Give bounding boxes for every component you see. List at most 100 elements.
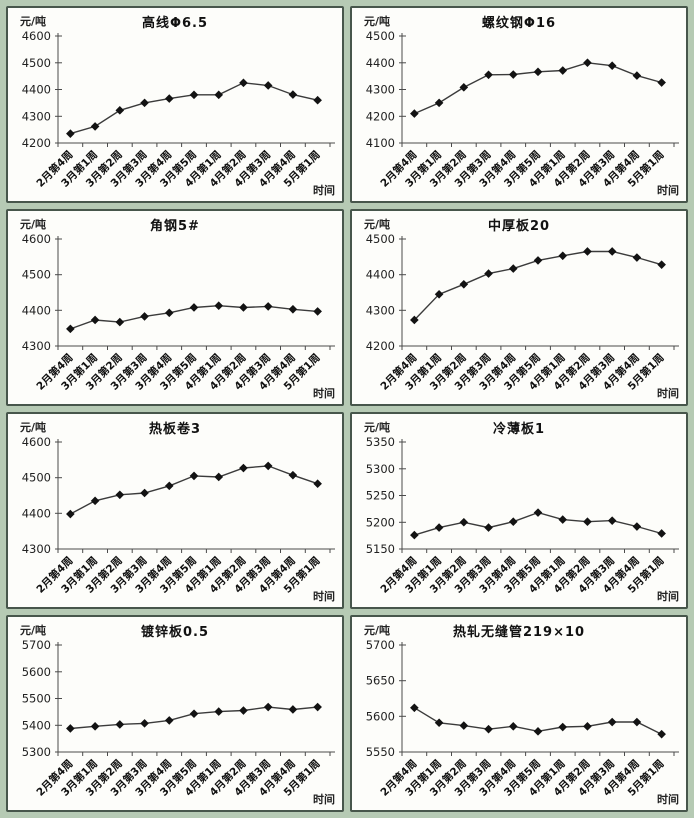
data-point-marker [239, 463, 248, 473]
data-point-marker [533, 727, 543, 736]
data-point-marker [583, 517, 592, 527]
y-tick-label: 5600 [366, 709, 395, 723]
data-point-marker [508, 70, 518, 79]
chart-title: 螺纹钢Φ16 [481, 16, 557, 31]
y-tick-label: 4500 [366, 30, 395, 43]
data-point-marker [533, 67, 543, 77]
y-tick-label: 4600 [22, 436, 51, 449]
y-tick-label: 4400 [366, 268, 395, 282]
data-point-marker [239, 706, 248, 715]
data-point-marker [434, 98, 444, 108]
chart-panel-jiaogang: 元/吨 角钢5# 4300 4400 4500 4600 2月第4周 3月第1周 3月第2周… [6, 209, 344, 406]
data-point-marker [558, 66, 568, 75]
y-tick-label: 5700 [22, 639, 51, 652]
y-axis-unit-label: 元/吨 [20, 421, 47, 434]
data-point-marker [66, 324, 75, 334]
data-point-marker [434, 289, 444, 299]
data-point-marker [140, 98, 149, 108]
y-tick-label: 4400 [22, 506, 51, 520]
data-point-marker [263, 81, 273, 90]
data-point-marker [607, 61, 617, 70]
x-axis-label: 时间 [313, 793, 335, 806]
data-point-marker [313, 479, 322, 489]
y-axis-unit-label: 元/吨 [364, 15, 391, 28]
data-point-marker [263, 461, 273, 471]
x-axis-label: 时间 [313, 387, 335, 400]
data-point-marker [434, 718, 444, 728]
y-axis-unit-label: 元/吨 [20, 15, 47, 28]
data-point-marker [508, 517, 518, 527]
data-point-marker [410, 530, 419, 540]
x-axis-label: 时间 [313, 184, 335, 197]
data-point-marker [459, 517, 469, 527]
data-point-marker [164, 716, 174, 725]
y-tick-label: 5500 [22, 692, 51, 706]
y-tick-label: 4200 [366, 109, 395, 123]
data-point-marker [632, 71, 642, 80]
y-tick-label: 5650 [366, 674, 395, 688]
y-tick-label: 4200 [22, 136, 51, 150]
y-tick-label: 5600 [22, 665, 51, 679]
data-point-marker [288, 304, 298, 314]
y-axis-unit-label: 元/吨 [364, 624, 391, 637]
data-point-marker [632, 253, 642, 262]
y-tick-label: 4600 [22, 233, 51, 246]
line-chart: 55505600565057002月第4周3月第1周3月第2周3月第3周3月第4… [366, 639, 679, 799]
x-axis-label: 时间 [657, 184, 679, 197]
line-chart: 43004400450046002月第4周3月第1周3月第2周3月第3周3月第4… [22, 436, 335, 596]
data-point-marker [164, 308, 174, 318]
y-tick-label: 5700 [366, 639, 395, 652]
y-axis-unit-label: 元/吨 [20, 624, 47, 637]
data-point-marker [313, 307, 322, 316]
data-point-marker [189, 90, 199, 100]
y-tick-label: 4500 [22, 471, 51, 485]
y-tick-label: 5300 [22, 745, 51, 759]
data-point-marker [189, 709, 199, 719]
data-point-marker [484, 269, 493, 278]
data-point-marker [558, 722, 568, 732]
data-point-marker [66, 724, 75, 733]
line-chart: 42004300440045002月第4周3月第1周3月第2周3月第3周3月第4… [366, 233, 679, 393]
line-chart: 420043004400450046002月第4周3月第1周3月第2周3月第3周… [22, 30, 335, 190]
y-tick-label: 5400 [22, 718, 51, 732]
data-point-marker [632, 717, 642, 727]
data-point-marker [115, 720, 125, 729]
data-point-marker [508, 722, 518, 731]
data-point-marker [484, 523, 493, 532]
data-point-marker [607, 516, 617, 525]
chart-title: 中厚板20 [487, 219, 551, 234]
y-tick-label: 4300 [366, 303, 395, 317]
data-point-marker [657, 78, 666, 87]
data-point-marker [459, 279, 469, 289]
chart-title: 热轧无缝管219×10 [452, 625, 586, 640]
data-point-marker [583, 247, 592, 256]
data-point-marker [90, 496, 100, 506]
chart-panel-luowengang: 元/吨 螺纹钢Φ16 4100 4200 4300 4400 4500 2月第4周 3月第1… [350, 6, 688, 203]
data-point-marker [657, 529, 666, 538]
y-tick-label: 5200 [366, 515, 395, 529]
x-axis-label: 时间 [657, 387, 679, 400]
data-point-marker [90, 722, 100, 731]
chart-panel-gaoxian: 元/吨 高线Φ6.5 4200 4300 4400 4500 4600 2月第4周 3月第1… [6, 6, 344, 203]
data-point-marker [410, 315, 419, 325]
data-point-marker [288, 705, 298, 714]
chart-title: 热板卷3 [148, 422, 202, 437]
line-chart: 530054005500560057002月第4周3月第1周3月第2周3月第3周… [22, 639, 335, 799]
data-point-marker [459, 721, 469, 730]
y-tick-label: 4400 [22, 303, 51, 317]
data-point-marker [410, 703, 419, 713]
data-point-marker [90, 122, 100, 131]
chart-panel-lengbaoban: 元/吨 冷薄板1 5150 5200 5250 5300 5350 2月第4周 3月第1周 3… [350, 412, 688, 609]
data-point-marker [115, 106, 125, 115]
y-tick-label: 4300 [22, 339, 51, 353]
data-point-marker [657, 729, 666, 739]
data-point-marker [558, 251, 568, 261]
x-axis-label: 时间 [657, 793, 679, 806]
data-point-marker [484, 724, 493, 734]
data-point-marker [288, 470, 298, 480]
y-tick-label: 4300 [366, 83, 395, 97]
y-tick-label: 4400 [366, 56, 395, 70]
data-point-marker [214, 301, 224, 311]
y-axis-unit-label: 元/吨 [20, 218, 47, 231]
y-tick-label: 5300 [366, 462, 395, 476]
